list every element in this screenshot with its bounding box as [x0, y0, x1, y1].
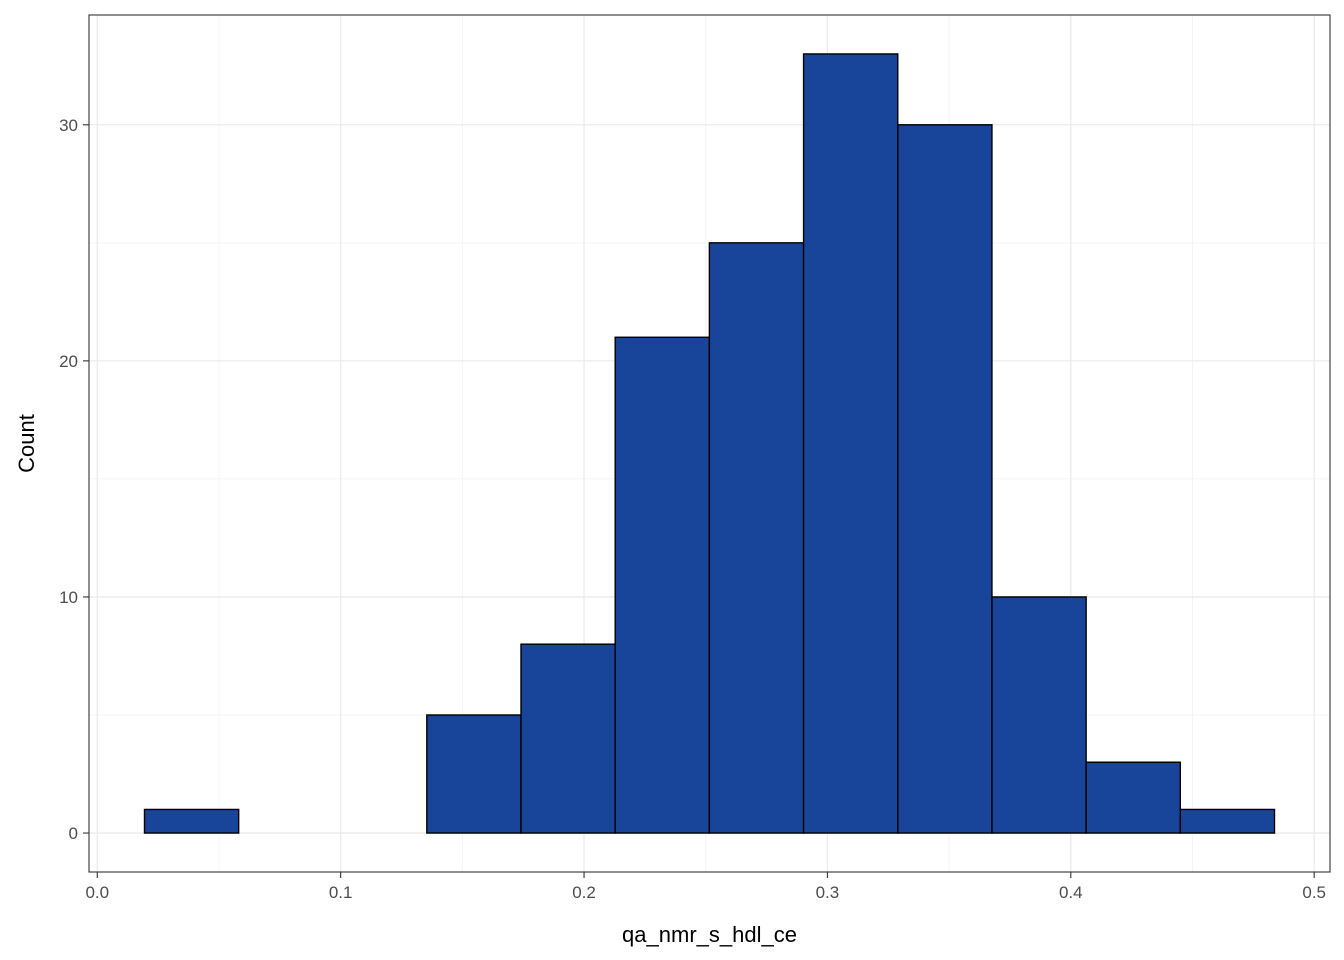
panel-border [88, 14, 1331, 873]
x-axis-title: qa_nmr_s_hdl_ce [622, 922, 797, 947]
histogram-bar [802, 53, 899, 834]
histogram-bars [143, 53, 1276, 834]
x-tick-label: 0.2 [572, 883, 596, 902]
x-tick-label: 0.0 [85, 883, 109, 902]
histogram-bar [614, 336, 711, 834]
x-tick-label: 0.1 [329, 883, 353, 902]
y-axis-ticks: 0 10 20 30 [59, 116, 89, 843]
histogram-bar [991, 596, 1087, 834]
histogram-bar [426, 714, 522, 834]
histogram-bar [520, 643, 616, 834]
y-tick-label: 30 [59, 116, 78, 135]
histogram-bar [897, 124, 993, 834]
x-tick-label: 0.5 [1302, 883, 1326, 902]
y-axis-title: Count [14, 414, 39, 473]
x-tick-label: 0.4 [1059, 883, 1083, 902]
y-tick-label: 10 [59, 588, 78, 607]
x-axis-ticks: 0.0 0.1 0.2 0.3 0.4 0.5 [85, 872, 1326, 902]
histogram-bar [1179, 808, 1276, 834]
histogram-bar [143, 808, 240, 834]
histogram-bar [1085, 761, 1182, 834]
y-tick-label: 0 [69, 824, 78, 843]
x-tick-label: 0.3 [816, 883, 840, 902]
histogram-bar [708, 242, 805, 834]
y-tick-label: 20 [59, 352, 78, 371]
